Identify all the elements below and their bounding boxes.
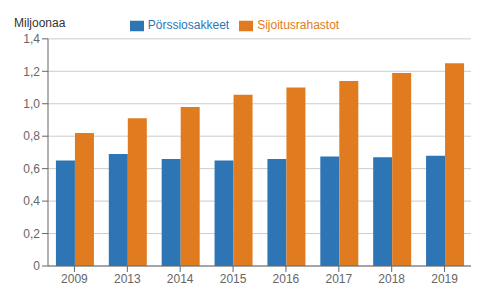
svg-text:2017: 2017 (325, 272, 352, 286)
svg-text:2019: 2019 (431, 272, 458, 286)
svg-text:1,0: 1,0 (23, 97, 40, 111)
svg-text:1,4: 1,4 (23, 32, 40, 46)
svg-text:2015: 2015 (220, 272, 247, 286)
svg-text:0,6: 0,6 (23, 162, 40, 176)
svg-text:0,8: 0,8 (23, 129, 40, 143)
svg-text:0,2: 0,2 (23, 227, 40, 241)
svg-text:2018: 2018 (378, 272, 405, 286)
svg-text:2016: 2016 (273, 272, 300, 286)
svg-text:2014: 2014 (167, 272, 194, 286)
svg-text:2013: 2013 (114, 272, 141, 286)
svg-text:0,4: 0,4 (23, 194, 40, 208)
svg-text:0: 0 (33, 259, 40, 273)
html-text:Pörssiosakkeet: Pörssiosakkeet (147, 18, 230, 32)
html-text:Miljoonaa: Miljoonaa (14, 16, 66, 30)
html-text:Sijoitusrahastot: Sijoitusrahastot (257, 18, 340, 32)
svg-text:1,2: 1,2 (23, 65, 40, 79)
svg-text:2009: 2009 (61, 272, 88, 286)
